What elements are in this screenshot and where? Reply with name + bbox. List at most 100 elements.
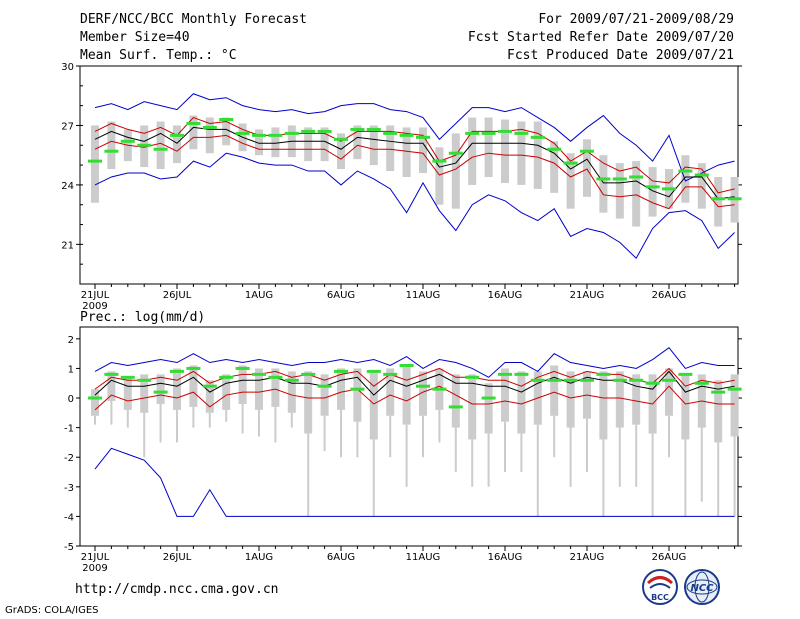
x-tick-label: 1AUG — [245, 552, 273, 563]
box — [222, 117, 231, 146]
median-marker — [481, 131, 496, 135]
median-marker — [235, 131, 250, 135]
mean-plus-line — [94, 367, 735, 390]
box — [730, 374, 739, 437]
box — [484, 117, 493, 177]
box — [255, 129, 263, 156]
median-marker — [153, 147, 168, 151]
box — [353, 368, 362, 422]
x-tick-label: 11AUG — [406, 552, 441, 563]
box — [583, 139, 591, 197]
median-marker — [547, 378, 562, 382]
mean-minus-line — [94, 134, 735, 210]
box — [173, 125, 181, 164]
box — [189, 115, 198, 150]
median-marker — [137, 143, 152, 147]
refer-date-label: Fcst Started Refer Date 2009/07/20 — [467, 30, 734, 45]
box — [681, 374, 690, 440]
median-marker — [88, 396, 102, 400]
box — [419, 127, 427, 174]
box — [287, 371, 296, 413]
box — [320, 127, 329, 162]
median-marker — [596, 177, 611, 181]
median-marker — [383, 131, 398, 135]
box — [517, 121, 526, 185]
box — [205, 380, 214, 413]
box — [451, 374, 460, 428]
median-marker — [104, 372, 119, 376]
median-marker — [448, 405, 463, 409]
y-tick-label: -3 — [64, 483, 74, 494]
box — [697, 163, 706, 209]
median-marker — [317, 129, 332, 133]
box — [337, 368, 345, 410]
x-tick-label: 26AUG — [652, 552, 687, 563]
bcc-logo: BCC — [642, 569, 678, 605]
mean-line — [94, 126, 735, 200]
median-marker — [170, 133, 184, 137]
source-url-link[interactable]: http://cmdp.ncc.cma.gov.cn — [75, 582, 279, 597]
median-marker — [137, 378, 152, 382]
median-marker — [301, 372, 316, 376]
box — [337, 133, 345, 170]
chart-title: DERF/NCC/BCC Monthly Forecast — [80, 12, 307, 27]
y-tick-label: 2 — [68, 335, 74, 346]
max-line — [94, 93, 735, 182]
median-marker — [711, 197, 726, 201]
x-tick-label: 26JUL — [163, 552, 192, 563]
median-marker — [284, 378, 299, 382]
median-marker — [186, 121, 201, 125]
median-marker — [498, 129, 512, 133]
box — [238, 365, 247, 404]
median-marker — [727, 387, 742, 391]
median-marker — [170, 369, 184, 373]
y-tick-label: 21 — [61, 240, 74, 251]
ncc-logo: NCC — [684, 569, 720, 605]
y-tick-label: 1 — [68, 364, 74, 375]
box — [501, 119, 509, 183]
box — [566, 153, 575, 209]
box — [714, 380, 723, 443]
median-marker — [383, 372, 398, 376]
median-marker — [219, 375, 234, 379]
max-line — [94, 347, 735, 378]
median-marker — [465, 131, 480, 135]
median-marker — [284, 131, 299, 135]
median-marker — [202, 384, 217, 388]
median-marker — [711, 390, 726, 394]
median-marker — [399, 363, 414, 367]
logos: BCC NCC — [642, 569, 720, 605]
box — [550, 365, 559, 416]
median-marker — [694, 381, 709, 385]
x-year-label: 2009 — [82, 301, 107, 312]
median-marker — [514, 131, 529, 135]
box — [484, 383, 493, 434]
x-tick-label: 26AUG — [652, 290, 687, 301]
box — [714, 176, 723, 227]
median-marker — [465, 375, 480, 379]
box — [353, 125, 362, 160]
produced-date-label: Fcst Produced Date 2009/07/21 — [507, 48, 734, 63]
box — [615, 371, 624, 428]
median-marker — [448, 151, 463, 155]
box — [402, 127, 411, 177]
median-marker — [580, 378, 594, 382]
box — [156, 374, 165, 404]
box — [386, 368, 395, 416]
x-tick-label: 16AUG — [488, 552, 523, 563]
min-line — [94, 152, 735, 260]
mean-plus-line — [94, 116, 735, 194]
box — [369, 125, 378, 166]
box — [419, 371, 427, 416]
y-tick-label: -2 — [64, 453, 74, 464]
median-marker — [727, 197, 742, 201]
median-marker — [678, 372, 693, 376]
median-marker — [645, 185, 660, 189]
median-marker — [301, 129, 316, 133]
median-marker — [235, 366, 250, 370]
median-marker — [104, 149, 119, 153]
x-tick-label: 21JUL — [81, 552, 110, 563]
box — [255, 368, 263, 410]
median-marker — [678, 169, 693, 173]
